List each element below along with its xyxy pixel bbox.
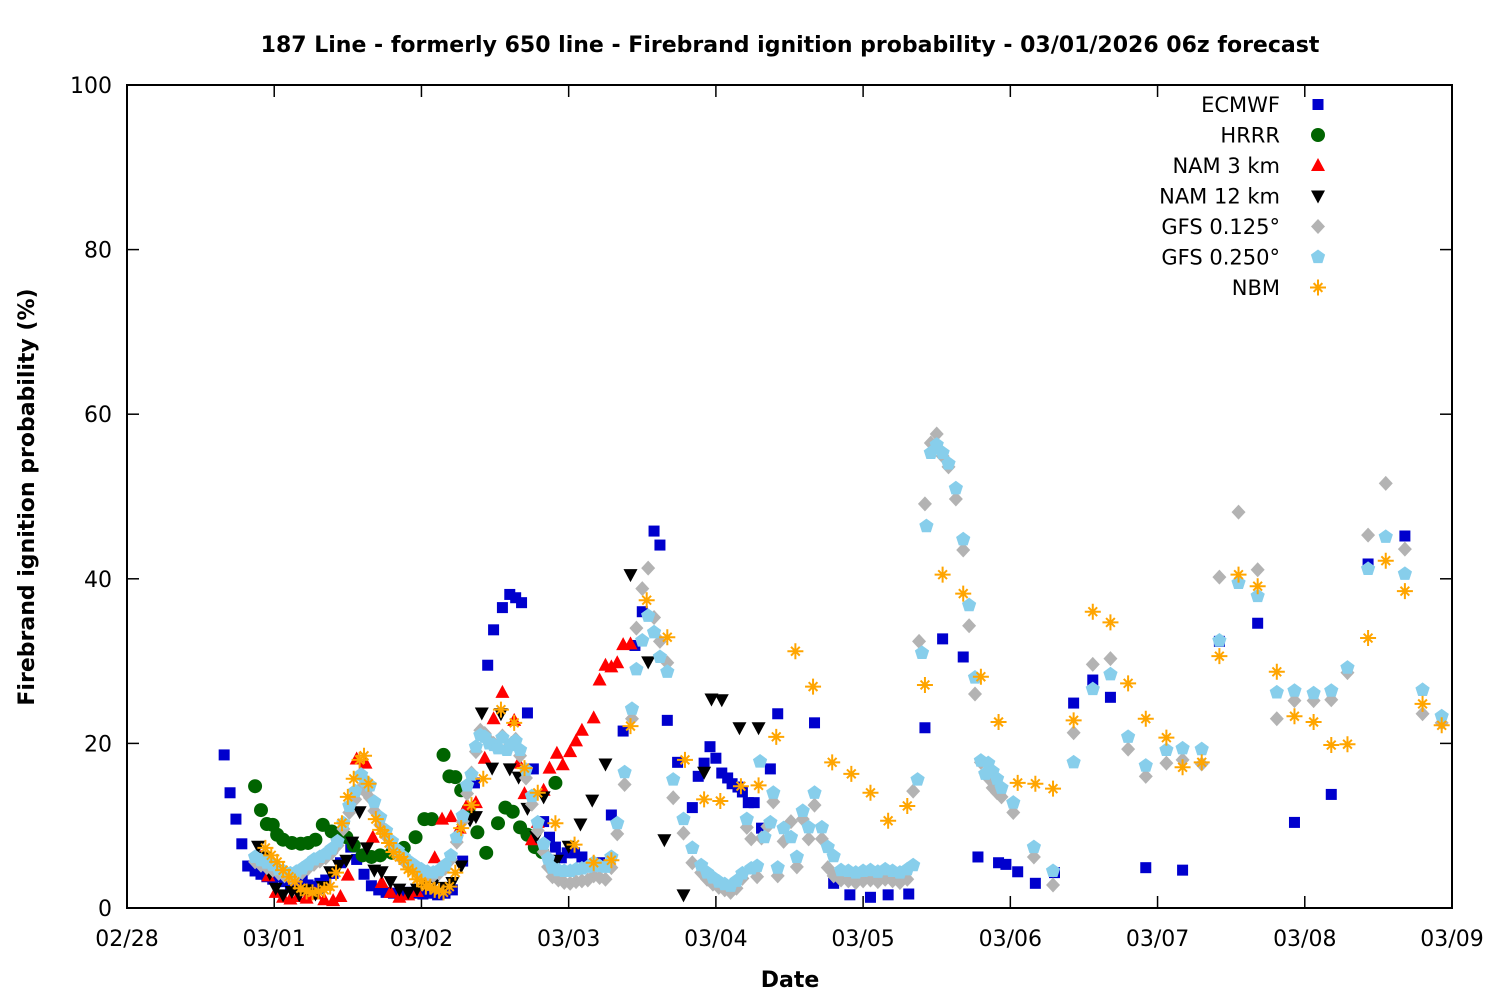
y-tick-label: 100 xyxy=(70,74,112,99)
x-tick-label: 03/08 xyxy=(1273,927,1336,952)
x-tick-label: 03/05 xyxy=(831,927,894,952)
x-tick-label: 03/01 xyxy=(243,927,306,952)
x-axis-label: Date xyxy=(761,968,820,993)
y-tick-label: 60 xyxy=(84,403,112,428)
legend-label: GFS 0.250° xyxy=(1161,246,1280,270)
legend-item-nam-12-km: NAM 12 km xyxy=(1159,185,1325,209)
legend-label: NAM 3 km xyxy=(1172,154,1280,178)
legend-item-gfs-0-125: GFS 0.125° xyxy=(1161,215,1325,239)
x-tick-label: 03/06 xyxy=(979,927,1042,952)
legend-item-nam-3-km: NAM 3 km xyxy=(1172,154,1325,178)
y-axis-label: Firebrand ignition probability (%) xyxy=(15,288,40,705)
legend-item-ecmwf: ECMWF xyxy=(1201,93,1324,117)
x-tick-label: 03/07 xyxy=(1126,927,1189,952)
axis-ticks: 02/28 03/01 03/02 03/03 03/04 03/05 03/06 03/07… xyxy=(70,74,1484,952)
x-tick-label: 03/09 xyxy=(1420,927,1483,952)
legend-label: ECMWF xyxy=(1201,93,1280,117)
series-gfs-0-125 xyxy=(248,426,1449,900)
legend-label: GFS 0.125° xyxy=(1161,215,1280,239)
x-tick-label: 03/03 xyxy=(537,927,600,952)
data-series xyxy=(218,426,1450,907)
y-tick-label: 0 xyxy=(98,897,112,922)
series-nbm xyxy=(257,552,1450,901)
legend-label: NAM 12 km xyxy=(1159,185,1280,209)
x-tick-label: 03/02 xyxy=(390,927,453,952)
chart-legend: ECMWF HRRR NAM 3 km NAM 12 km GFS 0.125° GFS … xyxy=(1159,93,1326,300)
x-tick-label: 03/04 xyxy=(684,927,747,952)
legend-label: HRRR xyxy=(1220,124,1280,148)
legend-item-gfs-0-250: GFS 0.250° xyxy=(1161,246,1326,270)
y-tick-label: 40 xyxy=(84,568,112,593)
y-tick-label: 80 xyxy=(84,239,112,264)
y-tick-label: 20 xyxy=(84,732,112,757)
legend-label: NBM xyxy=(1232,276,1280,300)
x-tick-label: 02/28 xyxy=(95,927,158,952)
chart-title: 187 Line - formerly 650 line - Firebrand… xyxy=(261,33,1320,58)
legend-item-hrrr: HRRR xyxy=(1220,124,1325,148)
legend-item-nbm: NBM xyxy=(1232,276,1326,300)
plot-frame xyxy=(126,84,1453,909)
